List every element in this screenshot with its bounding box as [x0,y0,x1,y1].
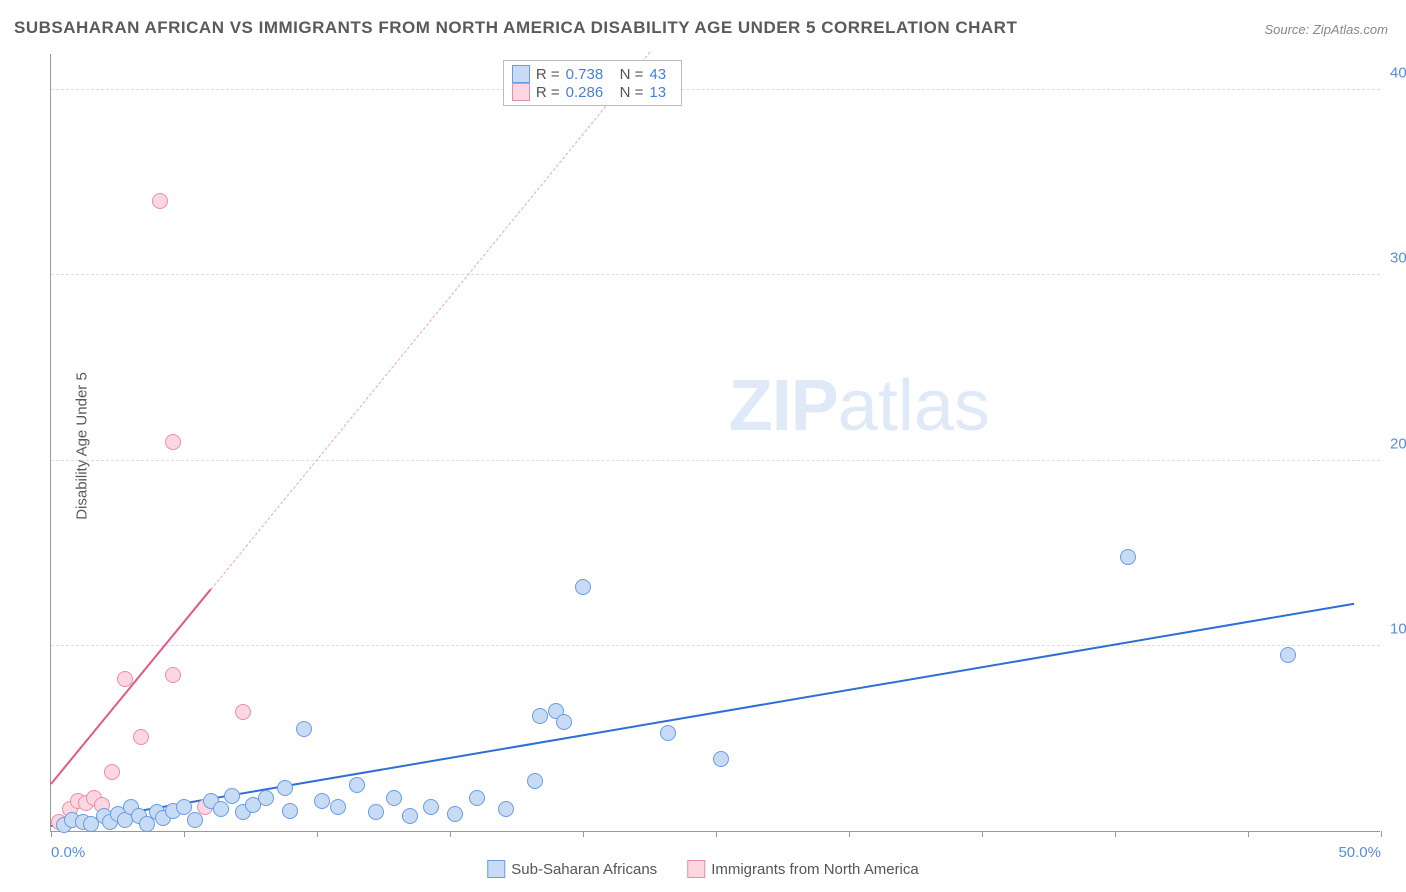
y-tick-label: 20.0% [1390,435,1406,452]
chart-title: SUBSAHARAN AFRICAN VS IMMIGRANTS FROM NO… [14,18,1017,38]
legend-swatch-b [687,860,705,878]
stat-n-value: 43 [649,66,673,83]
stats-legend: R = 0.738 N = 43 R = 0.286 N = 13 [503,60,683,106]
data-point [423,799,439,815]
data-point [235,704,251,720]
stats-swatch [512,83,530,101]
data-point [165,434,181,450]
data-point [532,708,548,724]
data-point [713,751,729,767]
x-tick [184,831,185,837]
data-point [498,801,514,817]
data-point [152,193,168,209]
trend-line [50,589,211,785]
x-tick-label: 0.0% [51,844,85,861]
data-point [447,806,463,822]
data-point [187,812,203,828]
trend-line [210,52,650,590]
stat-r-label: R = [536,84,560,101]
data-point [349,777,365,793]
y-tick-label: 10.0% [1390,620,1406,637]
watermark-atlas: atlas [838,366,990,446]
stats-row: R = 0.286 N = 13 [512,83,674,101]
watermark: ZIPatlas [729,365,990,447]
stat-r-value: 0.286 [566,84,614,101]
data-point [660,725,676,741]
data-point [556,714,572,730]
stats-row: R = 0.738 N = 43 [512,65,674,83]
data-point [314,793,330,809]
legend-label-b: Immigrants from North America [711,861,919,878]
data-point [527,773,543,789]
source-credit: Source: ZipAtlas.com [1264,22,1388,37]
x-tick [716,831,717,837]
x-tick [982,831,983,837]
plot-area: ZIPatlas 10.0%20.0%30.0%40.0%0.0%50.0%R … [50,54,1380,832]
source-name: ZipAtlas.com [1313,22,1388,37]
chart-container: SUBSAHARAN AFRICAN VS IMMIGRANTS FROM NO… [0,0,1406,892]
x-tick [849,831,850,837]
stats-swatch [512,65,530,83]
data-point [1280,647,1296,663]
data-point [296,721,312,737]
data-point [1120,549,1136,565]
data-point [402,808,418,824]
stat-n-value: 13 [649,84,673,101]
data-point [277,780,293,796]
data-point [224,788,240,804]
x-tick [583,831,584,837]
x-tick-label: 50.0% [1338,844,1381,861]
data-point [133,729,149,745]
legend-item-a: Sub-Saharan Africans [487,860,657,878]
data-point [165,667,181,683]
data-point [469,790,485,806]
x-tick [1248,831,1249,837]
grid-line [51,645,1380,646]
y-tick-label: 30.0% [1390,250,1406,267]
legend-item-b: Immigrants from North America [687,860,919,878]
x-tick [317,831,318,837]
x-tick [450,831,451,837]
stat-n-label: N = [620,84,644,101]
source-prefix: Source: [1264,22,1312,37]
x-tick [1381,831,1382,837]
stat-r-label: R = [536,66,560,83]
data-point [213,801,229,817]
watermark-zip: ZIP [729,366,838,446]
grid-line [51,89,1380,90]
stat-r-value: 0.738 [566,66,614,83]
grid-line [51,460,1380,461]
data-point [117,671,133,687]
legend-swatch-a [487,860,505,878]
x-tick [51,831,52,837]
legend-label-a: Sub-Saharan Africans [511,861,657,878]
data-point [282,803,298,819]
data-point [258,790,274,806]
data-point [330,799,346,815]
stat-n-label: N = [620,66,644,83]
x-tick [1115,831,1116,837]
bottom-legend: Sub-Saharan Africans Immigrants from Nor… [487,860,918,878]
grid-line [51,274,1380,275]
data-point [368,804,384,820]
data-point [104,764,120,780]
data-point [386,790,402,806]
data-point [575,579,591,595]
y-tick-label: 40.0% [1390,65,1406,82]
